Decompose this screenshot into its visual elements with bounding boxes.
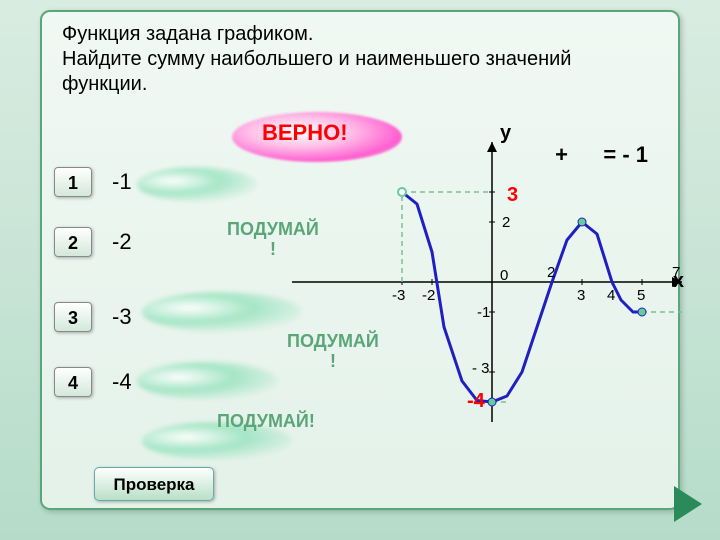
tick-x-2: 2: [547, 264, 555, 281]
answer-value-4: -4: [112, 369, 132, 395]
question-line3: функции.: [62, 73, 147, 95]
answer-num-2: 2: [68, 233, 78, 253]
min-value-label: -4: [467, 390, 485, 413]
think-excl-2: !: [270, 239, 276, 259]
y-axis-label: у: [500, 122, 511, 145]
tick-y-2: 2: [502, 214, 510, 231]
tick-x-m2: -2: [422, 287, 435, 304]
answer-button-4[interactable]: 4: [54, 367, 92, 397]
max-value-label: 3: [507, 184, 518, 207]
tick-x-4: 4: [607, 287, 615, 304]
smudge-4: [137, 362, 277, 400]
smudge-1: [137, 167, 257, 202]
answer-button-1[interactable]: 1: [54, 167, 92, 197]
function-chart: у х 3 -4 2 0 -1 - 3 -3 -2 2 3 4 5 7: [292, 142, 682, 422]
answer-num-1: 1: [68, 173, 78, 193]
smudge-3: [142, 292, 302, 332]
tick-y-m1: -1: [477, 304, 490, 321]
question-line1: Функция задана графиком.: [62, 23, 313, 45]
answer-value-1: -1: [112, 169, 132, 195]
tick-x-5: 5: [637, 287, 645, 304]
tick-x-3: 3: [577, 287, 585, 304]
answer-num-4: 4: [68, 373, 78, 393]
check-label: Проверка: [113, 475, 194, 494]
question-line2: Найдите сумму наибольшего и наименьшего …: [62, 48, 571, 70]
next-arrow-icon[interactable]: [674, 486, 702, 522]
tick-y-m3: - 3: [472, 360, 490, 377]
tick-x-7: 7: [672, 264, 680, 281]
chart-svg: [292, 142, 682, 422]
answer-button-2[interactable]: 2: [54, 227, 92, 257]
tick-y-0: 0: [500, 267, 508, 284]
answer-num-3: 3: [68, 308, 78, 328]
answer-value-2: -2: [112, 229, 132, 255]
answer-button-3[interactable]: 3: [54, 302, 92, 332]
tick-x-m3: -3: [392, 287, 405, 304]
check-button[interactable]: Проверка: [94, 467, 214, 501]
slide-card: Функция задана графиком. Найдите сумму н…: [40, 10, 680, 510]
question-text: Функция задана графиком. Найдите сумму н…: [62, 22, 662, 97]
answer-value-3: -3: [112, 304, 132, 330]
